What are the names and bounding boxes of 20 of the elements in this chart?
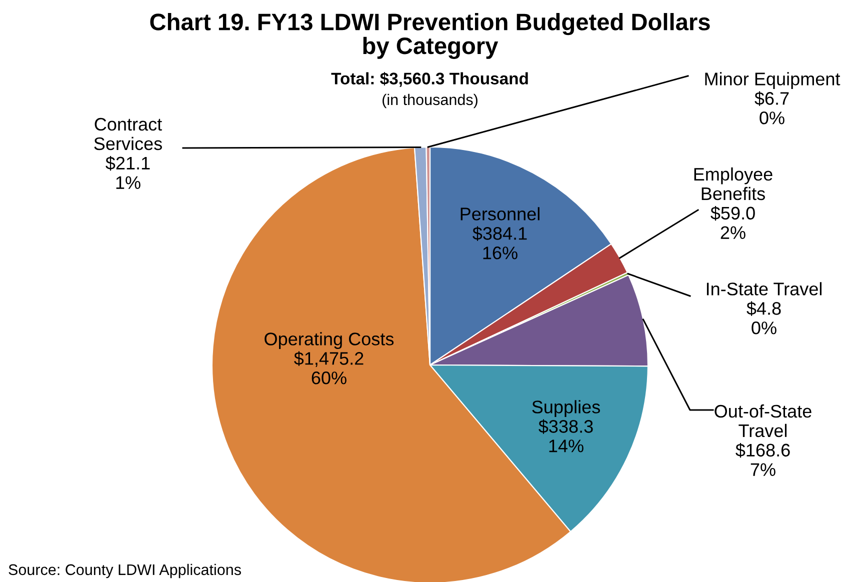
slice-label: Operating Costs (264, 332, 394, 349)
slice-label: Supplies (532, 400, 600, 417)
slice-label: In-State Travel (706, 282, 822, 296)
data-label: $4.8 0% (746, 301, 781, 334)
slice-label: Personnel (460, 207, 540, 220)
text: (in thousands) (382, 94, 478, 108)
data-label: $338.3 14% (538, 419, 593, 452)
data-label: $6.7 0% (754, 91, 789, 124)
slice-label: Employee Benefits (694, 167, 772, 200)
data-label: $59.0 2% (710, 206, 755, 239)
source-note: Source: County LDWI Applications (8, 564, 241, 578)
slice-label: Out-of-State Travel (714, 404, 812, 438)
data-label: $21.1 1% (106, 156, 150, 189)
slice-label: Minor Equipment (705, 72, 840, 89)
chart-title: Chart 19. FY13 LDWI Prevention Budgeted Dollars by Category (150, 13, 710, 59)
slice-label: Contract Services (94, 118, 162, 150)
data-label: $384.1 16% (472, 226, 527, 260)
data-label: $168.6 7% (736, 443, 790, 476)
chart-subtitle: Total: $3,560.3 Thousand (331, 72, 528, 87)
data-label: $1,475.2 60% (294, 351, 364, 384)
